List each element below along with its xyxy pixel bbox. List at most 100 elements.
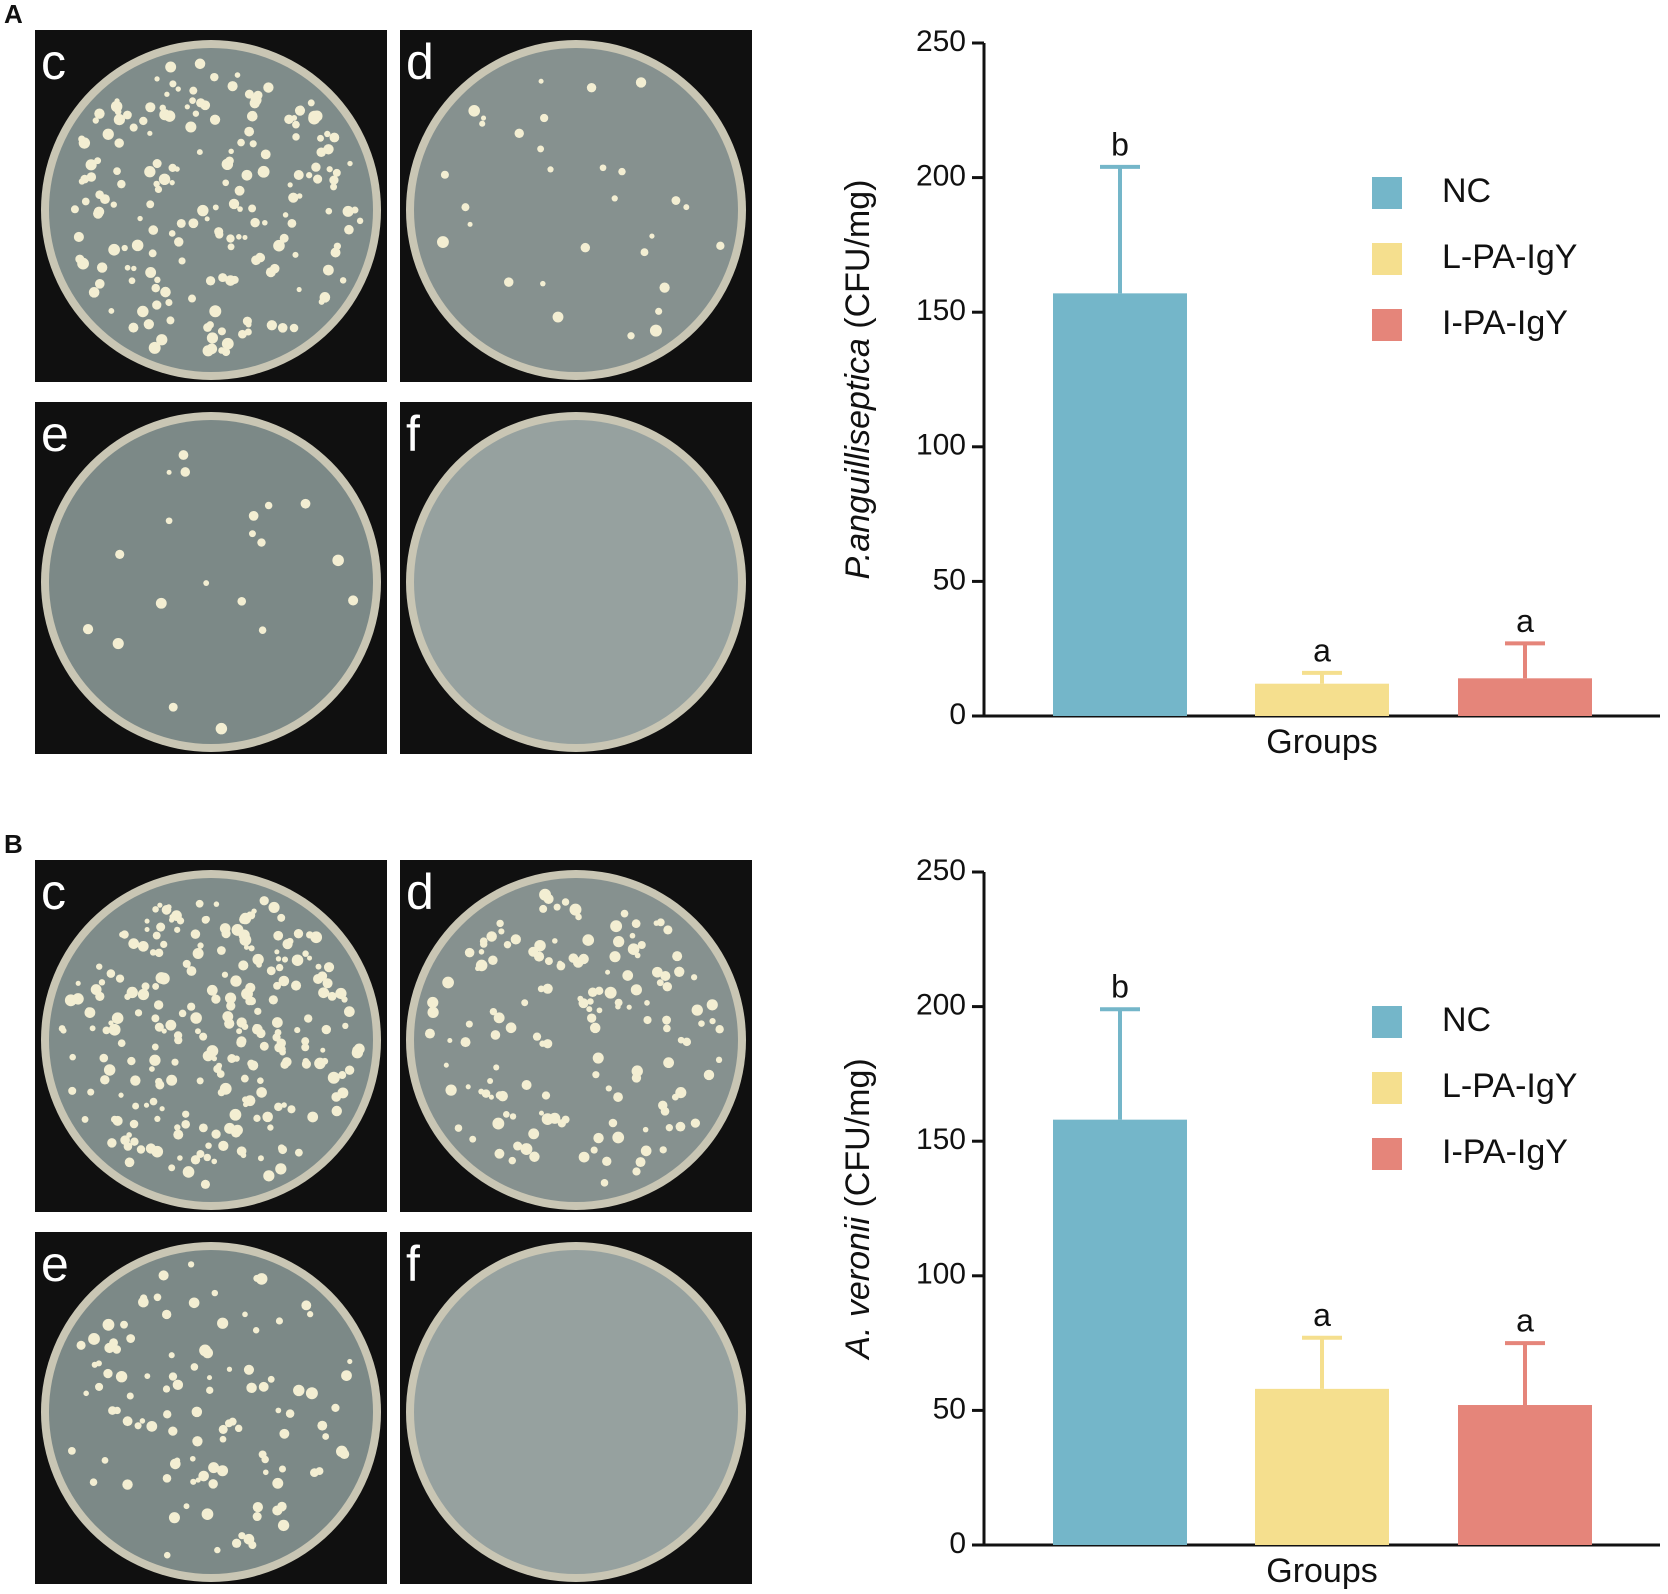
colony (211, 994, 221, 1004)
colony (246, 911, 253, 917)
colony (347, 1358, 353, 1365)
colony (256, 1028, 266, 1039)
colony (201, 916, 210, 924)
colony (628, 944, 635, 951)
colony (165, 517, 173, 525)
colony (248, 945, 255, 952)
colony (575, 913, 582, 921)
colony (324, 130, 331, 138)
colony (291, 954, 304, 966)
plate-label: e (41, 406, 69, 462)
y-tick-label: 0 (949, 1527, 966, 1560)
colony (267, 1375, 275, 1383)
colony (659, 282, 670, 293)
colony (159, 104, 167, 112)
colony (330, 247, 341, 258)
colony (163, 1410, 172, 1419)
y-tick-label: 250 (916, 25, 966, 58)
colony (465, 1020, 473, 1028)
colony (160, 286, 171, 298)
colony (534, 939, 546, 952)
colony (95, 991, 105, 1002)
colony (341, 1370, 352, 1381)
colony (304, 1014, 313, 1023)
plate-agar (414, 420, 738, 744)
colony (180, 467, 191, 477)
colony (102, 128, 114, 140)
colony (260, 149, 271, 160)
colony (202, 345, 214, 357)
colony (101, 1457, 109, 1464)
colony (521, 1080, 532, 1090)
colony (188, 218, 199, 229)
colony (219, 1082, 232, 1095)
colony (108, 1020, 114, 1026)
colony (327, 991, 337, 1001)
colony (445, 1084, 457, 1096)
colony (342, 1022, 349, 1030)
colony (120, 1320, 128, 1329)
colony (95, 190, 104, 199)
colony (165, 298, 173, 307)
colony (454, 1124, 463, 1132)
colony (590, 1146, 598, 1154)
colony (644, 1000, 650, 1006)
colony (190, 929, 201, 939)
colony (284, 114, 294, 125)
colony (578, 953, 589, 965)
colony (503, 940, 512, 949)
colony (321, 1024, 332, 1035)
significance-label: b (1111, 126, 1129, 162)
colony (268, 901, 280, 913)
colony (254, 1007, 262, 1015)
colony (544, 957, 553, 966)
colony (141, 982, 150, 991)
colony (322, 1433, 330, 1440)
colony (221, 337, 234, 350)
colony (127, 1056, 136, 1066)
plate-label: c (41, 34, 66, 90)
colony (137, 988, 150, 1001)
colony (218, 347, 225, 354)
colony (137, 305, 149, 318)
colony (137, 215, 143, 222)
colony (70, 205, 79, 214)
legend-swatch (1372, 1138, 1402, 1170)
colony (504, 277, 514, 287)
colony (202, 1050, 214, 1062)
colony (488, 955, 498, 965)
colony (247, 996, 256, 1006)
colony (94, 279, 105, 289)
colony (690, 974, 698, 981)
colony (259, 896, 269, 906)
colony (128, 938, 140, 949)
colony (78, 135, 86, 143)
colony (237, 138, 245, 147)
colony (287, 1105, 296, 1114)
colony (88, 1333, 100, 1345)
y-label-species: A. veronii (839, 1216, 877, 1361)
significance-label: a (1313, 632, 1331, 668)
colony (178, 1009, 187, 1018)
colony (100, 1075, 110, 1085)
colony (246, 1382, 257, 1394)
colony (168, 917, 175, 923)
plate-agar (49, 420, 373, 744)
colony (716, 241, 725, 251)
colony (147, 130, 153, 136)
colony (115, 974, 125, 983)
colony (229, 1108, 242, 1121)
colony (275, 1163, 287, 1175)
colony (348, 595, 359, 606)
colony (682, 1037, 692, 1047)
colony (292, 251, 299, 258)
colony (113, 1406, 121, 1415)
colony (675, 1121, 686, 1132)
colony (521, 999, 529, 1007)
colony (183, 1503, 190, 1510)
colony (231, 1127, 241, 1138)
colony (96, 963, 103, 970)
colony (599, 164, 607, 172)
colony (107, 1138, 117, 1148)
colony (552, 938, 558, 944)
